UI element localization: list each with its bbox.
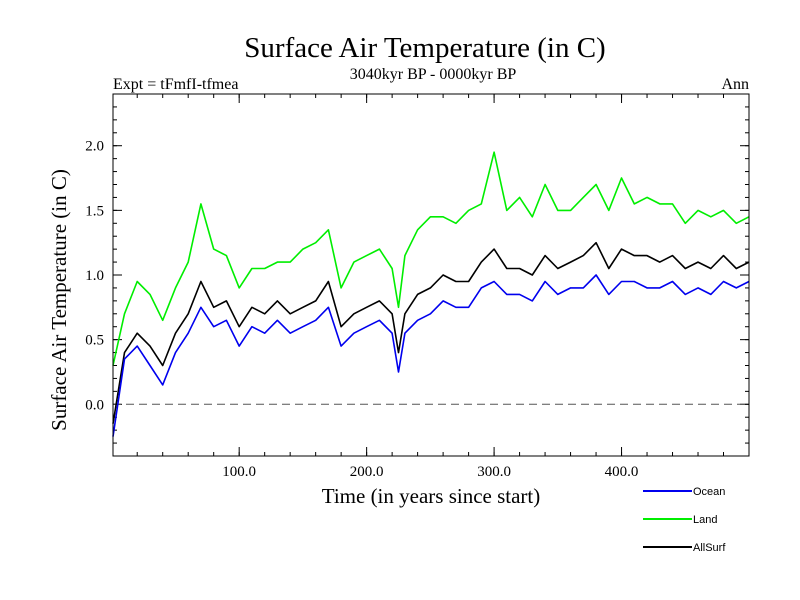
series-line-ocean bbox=[112, 274, 750, 437]
plot-frame bbox=[112, 93, 750, 457]
y-tick-label: 1.0 bbox=[85, 268, 104, 284]
legend-label-land: Land bbox=[693, 514, 717, 526]
season-label: Ann bbox=[721, 76, 749, 93]
x-tick-label: 300.0 bbox=[477, 464, 511, 480]
x-tick-label: 400.0 bbox=[605, 464, 639, 480]
y-tick-label: 1.5 bbox=[85, 203, 104, 219]
series-layer bbox=[112, 151, 750, 437]
axis-ticks: 0.0 0.5 1.0 1.5 2.0 100.0 200.0 300.0 400.0 bbox=[85, 93, 749, 480]
x-tick-label: 100.0 bbox=[222, 464, 256, 480]
series-line-land bbox=[112, 151, 750, 366]
legend-label-allsurf: AllSurf bbox=[693, 542, 726, 554]
experiment-label: Expt = tFmfI-tfmea bbox=[113, 76, 238, 93]
chart-subtitle: 3040kyr BP - 0000kyr BP bbox=[350, 66, 517, 83]
legend-label-ocean: Ocean bbox=[693, 486, 725, 498]
x-tick-label: 200.0 bbox=[350, 464, 384, 480]
series-line-allsurf bbox=[112, 241, 750, 424]
y-tick-label: 0.0 bbox=[85, 397, 104, 413]
y-tick-label: 0.5 bbox=[85, 333, 104, 349]
legend: Ocean Land AllSurf bbox=[643, 486, 726, 554]
y-tick-label: 2.0 bbox=[85, 139, 104, 155]
y-axis-label: Surface Air Temperature (in C) bbox=[47, 169, 71, 431]
x-axis-label: Time (in years since start) bbox=[322, 484, 541, 508]
chart-title: Surface Air Temperature (in C) bbox=[244, 32, 605, 64]
